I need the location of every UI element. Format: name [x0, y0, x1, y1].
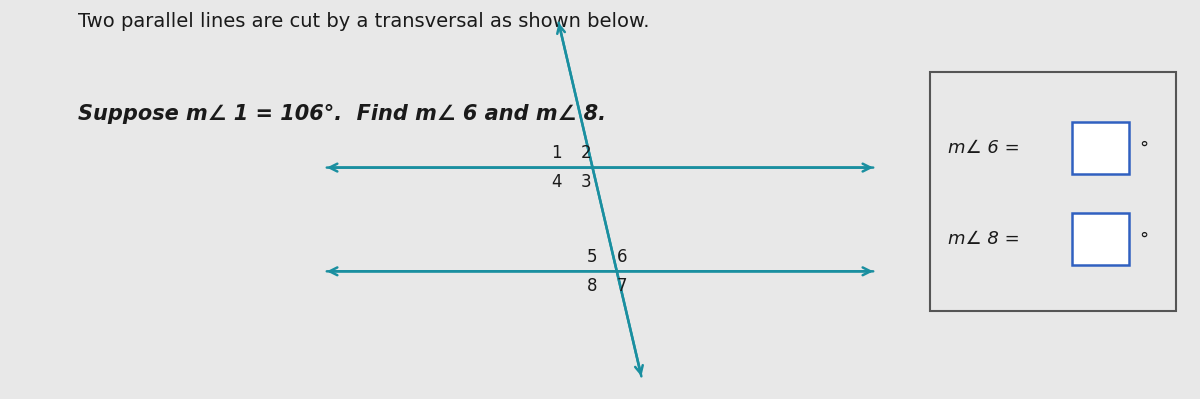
- FancyBboxPatch shape: [930, 72, 1176, 311]
- Text: °: °: [1139, 139, 1148, 158]
- Text: 6: 6: [617, 248, 628, 266]
- Text: 1: 1: [551, 144, 562, 162]
- Text: m∠ 6 =: m∠ 6 =: [948, 139, 1020, 158]
- Text: m∠ 8 =: m∠ 8 =: [948, 230, 1020, 249]
- Text: 8: 8: [587, 277, 598, 295]
- Text: 7: 7: [617, 277, 628, 295]
- Text: Two parallel lines are cut by a transversal as shown below.: Two parallel lines are cut by a transver…: [78, 12, 649, 31]
- Text: °: °: [1139, 230, 1148, 249]
- Text: 3: 3: [581, 173, 592, 191]
- Text: 5: 5: [587, 248, 598, 266]
- Text: 4: 4: [551, 173, 562, 191]
- Text: 2: 2: [581, 144, 592, 162]
- FancyBboxPatch shape: [1072, 213, 1129, 265]
- Text: Suppose m∠ 1 = 106°.  Find m∠ 6 and m∠ 8.: Suppose m∠ 1 = 106°. Find m∠ 6 and m∠ 8.: [78, 104, 606, 124]
- FancyBboxPatch shape: [1072, 122, 1129, 174]
